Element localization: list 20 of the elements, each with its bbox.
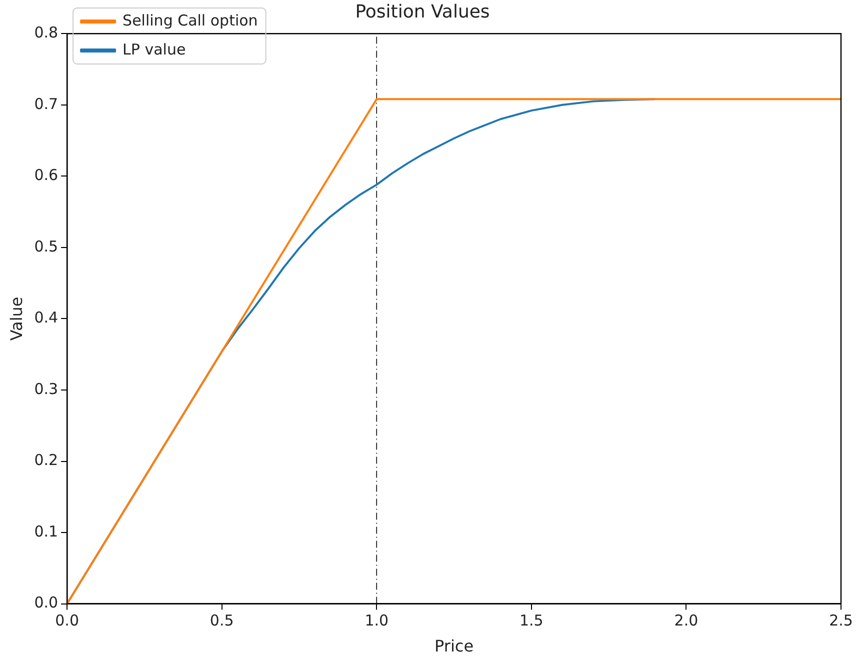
x-tick-label: 1.5 [519, 612, 544, 630]
x-tick-label: 0.5 [210, 612, 234, 630]
chart-title: Position Values [355, 1, 490, 22]
y-tick-label: 0.5 [34, 237, 58, 256]
legend-label: Selling Call option [122, 11, 258, 30]
y-tick-label: 0.6 [34, 166, 58, 184]
x-tick-label: 0.0 [55, 612, 79, 630]
y-tick-label: 0.2 [34, 451, 58, 470]
y-tick-label: 0.1 [34, 522, 58, 540]
y-tick-label: 0.4 [34, 308, 58, 327]
y-tick-label: 0.8 [34, 23, 58, 42]
y-tick-label: 0.7 [34, 94, 58, 113]
x-tick-label: 1.0 [364, 612, 389, 630]
y-axis-title: Value [6, 296, 26, 341]
y-tick-label: 0.0 [34, 594, 58, 612]
y-tick-label: 0.3 [34, 380, 58, 398]
x-tick-label: 2.0 [674, 612, 698, 630]
legend-label: LP value [122, 40, 186, 58]
x-axis-title: Price [434, 636, 474, 656]
x-tick-label: 2.5 [829, 612, 853, 630]
